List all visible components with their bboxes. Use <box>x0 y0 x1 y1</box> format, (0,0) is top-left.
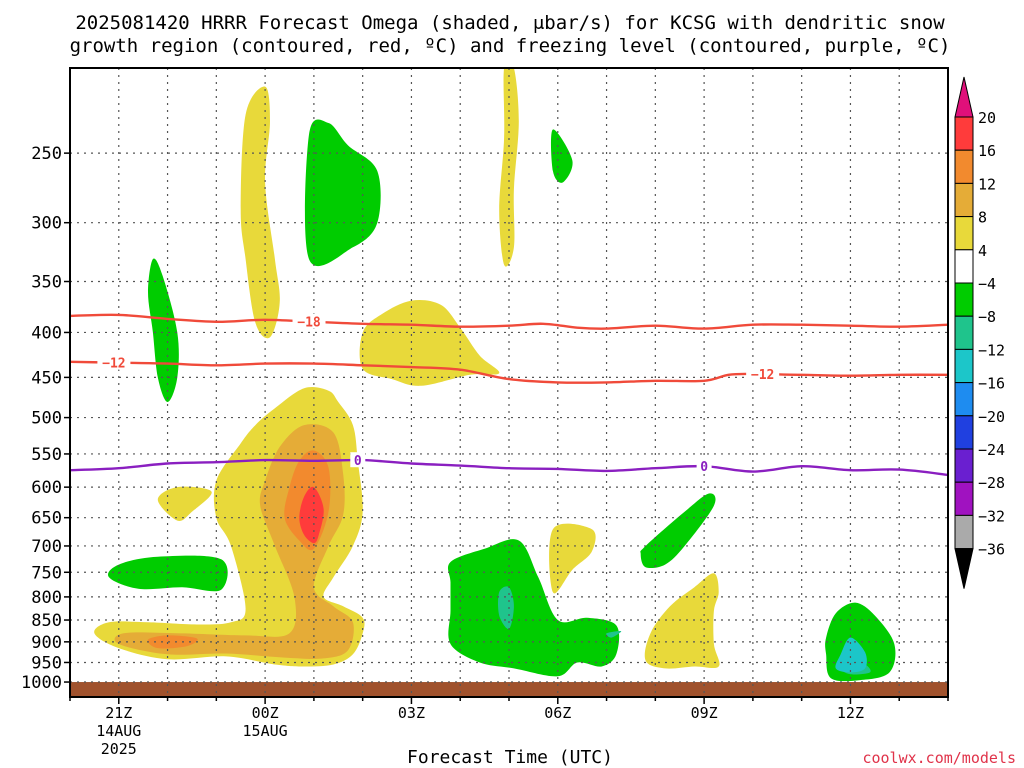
y-tick-label-700: 700 <box>31 537 62 557</box>
credit-text: coolwx.com/models <box>862 749 1016 767</box>
x-axis-label: Forecast Time (UTC) <box>407 747 613 768</box>
omega-region-21 <box>835 637 867 673</box>
colorbar-top-arrow <box>954 76 974 118</box>
colorbar-label-8: −16 <box>978 375 1005 393</box>
colorbar: 20 16 12 8 4 −4 −8 −12 −16 −20 −24 −28 −32 −36 <box>954 76 1005 589</box>
colorbar-label-9: −20 <box>978 408 1005 426</box>
x-tick-label-3: 00Z <box>252 704 279 722</box>
y-tick-label-950: 950 <box>31 653 62 673</box>
x-tick-year-0: 2025 <box>101 740 137 758</box>
colorbar-band-4 <box>954 249 974 284</box>
colorbar-band-11 <box>954 481 974 516</box>
chart-title-line1: 2025081420 HRRR Forecast Omega (shaded, … <box>75 12 945 34</box>
colorbar-band-12 <box>954 514 974 550</box>
x-tick-label-12: 09Z <box>691 704 718 722</box>
colorbar-label-12: −32 <box>978 507 1005 525</box>
contour-label-bg-0-0 <box>292 313 326 329</box>
contour-label-2-1: 0 <box>700 460 708 475</box>
colorbar-label-0: 20 <box>978 109 996 127</box>
x-tick-label-6: 03Z <box>398 704 425 722</box>
contour-label-bg-1-0 <box>97 354 131 370</box>
y-tick-label-600: 600 <box>31 478 62 498</box>
colorbar-label-11: −28 <box>978 474 1005 492</box>
colorbar-label-6: −8 <box>978 308 996 326</box>
omega-shading-layer <box>70 68 948 697</box>
y-tick-label-350: 350 <box>31 273 62 293</box>
y-tick-label-550: 550 <box>31 445 62 465</box>
colorbar-label-4: 4 <box>978 242 987 260</box>
y-tick-label-300: 300 <box>31 214 62 234</box>
colorbar-band-6 <box>954 315 974 350</box>
ground-surface <box>70 682 948 697</box>
omega-region-5 <box>549 523 596 594</box>
y-tick-label-900: 900 <box>31 633 62 653</box>
contour-label-0-0: −18 <box>297 316 321 331</box>
omega-region-4 <box>157 486 212 521</box>
colorbar-band-3 <box>954 216 974 251</box>
y-tick-label-650: 650 <box>31 509 62 529</box>
x-tick-date-0: 14AUG <box>96 722 141 740</box>
colorbar-label-2: 12 <box>978 175 996 193</box>
contour-label-1-0: −12 <box>102 357 125 372</box>
x-tick-label-15: 12Z <box>837 704 864 722</box>
y-tick-label-450: 450 <box>31 368 62 388</box>
contour-label-bg-2-1 <box>696 458 712 474</box>
y-tick-label-750: 750 <box>31 563 62 583</box>
x-tick-label-0: 21Z <box>105 704 132 722</box>
omega-region-16 <box>640 493 716 569</box>
colorbar-label-13: −36 <box>978 541 1005 559</box>
omega-region-12 <box>551 129 573 183</box>
omega-region-19 <box>606 630 622 638</box>
omega-region-9 <box>147 635 198 649</box>
omega-region-13 <box>148 258 179 402</box>
colorbar-band-9 <box>954 415 974 450</box>
colorbar-band-10 <box>954 448 974 483</box>
omega-region-6 <box>644 573 720 669</box>
contour-label-2-0: 0 <box>354 454 362 469</box>
axes-layer: 2503003504004505005506006507007508008509… <box>21 67 949 758</box>
colorbar-band-7 <box>954 348 974 384</box>
contour-line-1 <box>70 360 948 384</box>
colorbar-label-3: 8 <box>978 209 987 227</box>
omega-region-0 <box>240 86 280 339</box>
colorbar-band-1 <box>954 149 974 184</box>
y-tick-label-250: 250 <box>31 144 62 164</box>
omega-region-2 <box>359 299 500 386</box>
contour-layer: −18 −12 −12 0 0 <box>70 313 948 477</box>
colorbar-label-7: −12 <box>978 341 1005 359</box>
colorbar-label-1: 16 <box>978 142 996 160</box>
colorbar-band-0 <box>954 116 974 151</box>
colorbar-label-5: −4 <box>978 275 996 293</box>
y-tick-label-400: 400 <box>31 323 62 343</box>
omega-region-15 <box>447 539 620 677</box>
colorbar-band-2 <box>954 182 974 218</box>
contour-label-1-1: −12 <box>751 368 774 383</box>
contour-line-0 <box>70 313 948 330</box>
chart-title-line2: growth region (contoured, red, ºC) and f… <box>70 35 951 57</box>
y-tick-label-850: 850 <box>31 611 62 631</box>
contour-label-bg-1-1 <box>746 366 780 382</box>
y-tick-label-800: 800 <box>31 588 62 608</box>
colorbar-band-8 <box>954 382 974 417</box>
contour-label-bg-2-0 <box>350 452 366 468</box>
omega-region-11 <box>304 119 381 267</box>
y-tick-label-500: 500 <box>31 409 62 429</box>
colorbar-label-10: −24 <box>978 441 1005 459</box>
y-tick-label-1000: 1000 <box>21 673 62 693</box>
x-tick-date-3: 15AUG <box>243 722 288 740</box>
colorbar-band-5 <box>954 282 974 317</box>
contour-line-2 <box>70 458 948 477</box>
omega-region-10 <box>299 486 324 544</box>
omega-region-18 <box>498 586 514 630</box>
colorbar-bottom-arrow <box>954 548 974 589</box>
x-tick-label-9: 06Z <box>544 704 571 722</box>
omega-region-1 <box>499 68 519 267</box>
